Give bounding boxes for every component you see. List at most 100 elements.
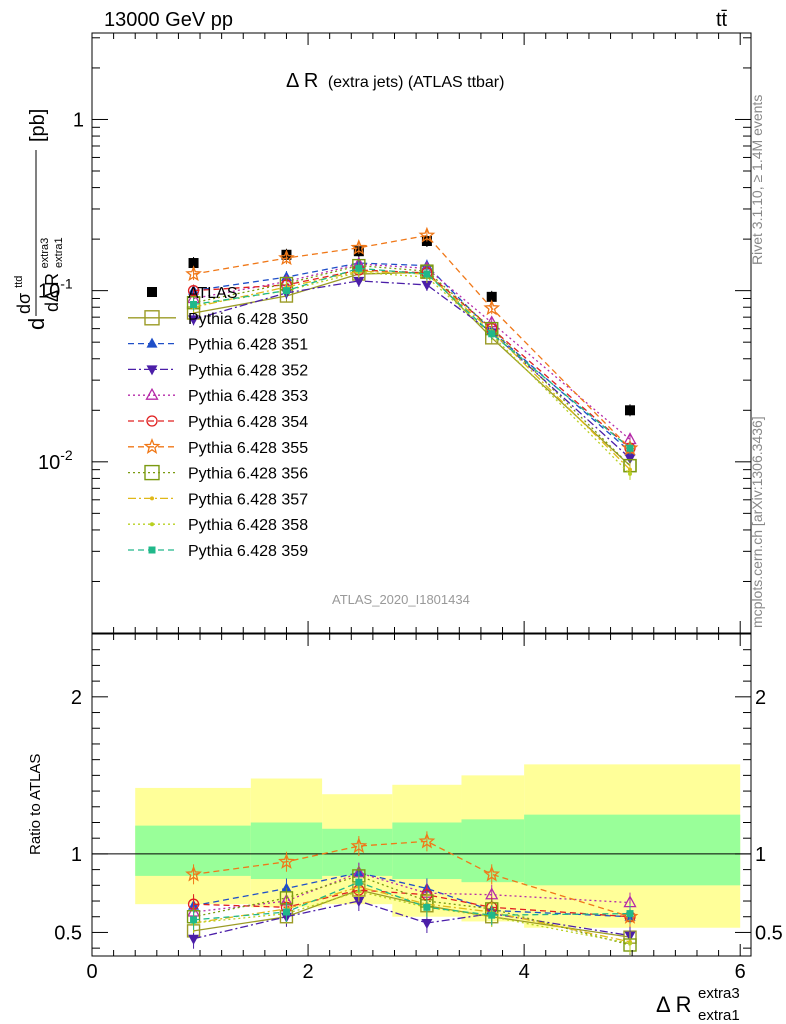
- main-data-point: [353, 276, 365, 287]
- main-plot-frame: [91, 32, 752, 634]
- legend-entry: Pythia 6.428 359: [128, 543, 308, 560]
- legend-entry: Pythia 6.428 358: [128, 517, 308, 534]
- ratio-x-tick-label: 0: [86, 961, 97, 983]
- legend-entry: Pythia 6.428 356: [128, 464, 308, 483]
- ratio-data-point: [280, 882, 292, 893]
- legend: ATLAS Pythia 6.428 350 Pythia 6.428 351 Pyt…: [128, 285, 308, 560]
- main-data-point: [421, 280, 433, 291]
- ratio-series-9: [190, 872, 634, 930]
- main-series-line: [193, 263, 631, 441]
- legend-entry: ATLAS: [147, 285, 238, 302]
- ratio-y-tick-label: 2: [71, 687, 82, 709]
- main-data-point: [488, 330, 496, 338]
- rivet-note: Rivet 3.1.10, ≥ 1.4M events: [749, 95, 765, 265]
- plot-title-main: Δ R: [286, 70, 318, 92]
- legend-marker: [146, 415, 158, 427]
- legend-label: Pythia 6.428 351: [188, 337, 308, 354]
- uncertainty-band-green: [461, 819, 525, 883]
- main-data-point: [190, 300, 198, 308]
- process-label: tt̄: [716, 9, 728, 31]
- svg-text:[pb]: [pb]: [27, 109, 49, 142]
- ratio-data-point: [190, 916, 198, 924]
- legend-marker: [146, 365, 158, 376]
- main-series-line: [193, 280, 631, 459]
- main-series-line: [193, 267, 631, 449]
- legend-label: Pythia 6.428 356: [188, 466, 308, 483]
- main-plot-panel: 1 10-1 10-2: [38, 32, 752, 634]
- main-data-point: [355, 264, 363, 272]
- legend-entry: Pythia 6.428 352: [128, 362, 308, 379]
- main-y-tick-label: 10-1: [38, 276, 73, 303]
- ratio-plot-frame: [91, 633, 752, 957]
- ylabel-denom-sub: extra1: [53, 237, 65, 268]
- ratio-data-point: [421, 919, 433, 930]
- y-axis-label-ratio: Ratio to ATLAS: [27, 754, 44, 855]
- uncertainty-band-green: [524, 814, 741, 886]
- svg-text:dσ ttd: dσ ttd: [13, 276, 34, 314]
- ratio-series-line: [193, 872, 631, 918]
- x-axis-label-main: Δ R: [656, 992, 691, 1017]
- legend-marker: [143, 438, 161, 454]
- main-data-point: [187, 284, 200, 297]
- legend-marker: [148, 546, 156, 554]
- legend-label: Pythia 6.428 350: [188, 311, 308, 328]
- main-data-point: [625, 405, 636, 416]
- ylabel-unit: [pb]: [27, 109, 49, 142]
- main-data-point: [350, 238, 368, 255]
- legend-entry: Pythia 6.428 355: [128, 438, 308, 457]
- main-data-point: [278, 249, 295, 266]
- ylabel-denom-sup: extra3: [39, 238, 51, 269]
- ratio-x-tick-label: 6: [735, 961, 746, 983]
- ratio-x-tick-label: 2: [303, 961, 314, 983]
- ratio-y-tick-label-right: 0.5: [755, 922, 783, 944]
- ylabel-prefix: d: [24, 318, 49, 330]
- legend-label: Pythia 6.428 359: [188, 543, 308, 560]
- legend-marker: [150, 522, 154, 527]
- ratio-plot-panel: 0 2 4 6 0.5 0.5 1 1 2 2: [54, 633, 783, 983]
- main-data-point: [626, 444, 634, 452]
- ratio-data-point: [488, 911, 496, 919]
- legend-label: Pythia 6.428 358: [188, 517, 308, 534]
- main-series-line: [193, 264, 631, 467]
- ratio-data-point: [188, 934, 200, 945]
- ratio-series-line: [193, 881, 631, 921]
- legend-marker: [150, 496, 154, 501]
- main-y-tick-label: 10-2: [38, 447, 73, 474]
- ratio-data-point: [353, 897, 365, 908]
- main-series-line: [193, 262, 631, 452]
- legend-marker: [146, 337, 158, 348]
- main-data-point: [418, 226, 436, 243]
- legend-entry: Pythia 6.428 354: [128, 414, 308, 431]
- main-data-point: [423, 270, 431, 278]
- ratio-series-line: [193, 872, 631, 913]
- main-data-point: [628, 471, 633, 476]
- x-axis-label-sub: extra1: [698, 1007, 740, 1024]
- legend-entry: Pythia 6.428 351: [128, 337, 308, 354]
- main-series-line: [193, 271, 631, 475]
- ratio-data-point: [278, 853, 295, 869]
- legend-label: Pythia 6.428 353: [188, 388, 308, 405]
- ratio-data-point: [350, 837, 368, 854]
- legend-marker: [144, 464, 160, 481]
- ratio-data-point: [185, 865, 202, 882]
- plot-title-sub: (extra jets) (ATLAS ttbar): [328, 74, 505, 91]
- energy-label: 13000 GeV pp: [104, 9, 233, 31]
- main-series-6: [185, 226, 639, 456]
- x-axis-label: Δ R: [656, 992, 691, 1017]
- ratio-data-point: [282, 908, 290, 916]
- plot-title: Δ R (extra jets) (ATLAS ttbar): [286, 70, 504, 92]
- main-data-point: [188, 315, 200, 326]
- ratio-y-tick-label: 0.5: [54, 922, 82, 944]
- legend-label: Pythia 6.428 357: [188, 491, 308, 508]
- ratio-y-tick-label-right: 1: [755, 844, 766, 866]
- legend-label: ATLAS: [188, 285, 238, 302]
- ratio-data-point: [423, 903, 431, 911]
- legend-marker: [145, 387, 159, 400]
- ylabel-sigma: dσ: [14, 293, 34, 314]
- svg-text:d: d: [24, 318, 49, 330]
- analysis-id: ATLAS_2020_I1801434: [332, 592, 470, 607]
- legend-entry: Pythia 6.428 353: [128, 387, 308, 405]
- ratio-data-point: [483, 865, 501, 882]
- uncertainty-band-green: [322, 828, 393, 876]
- ratio-series-line: [193, 875, 631, 946]
